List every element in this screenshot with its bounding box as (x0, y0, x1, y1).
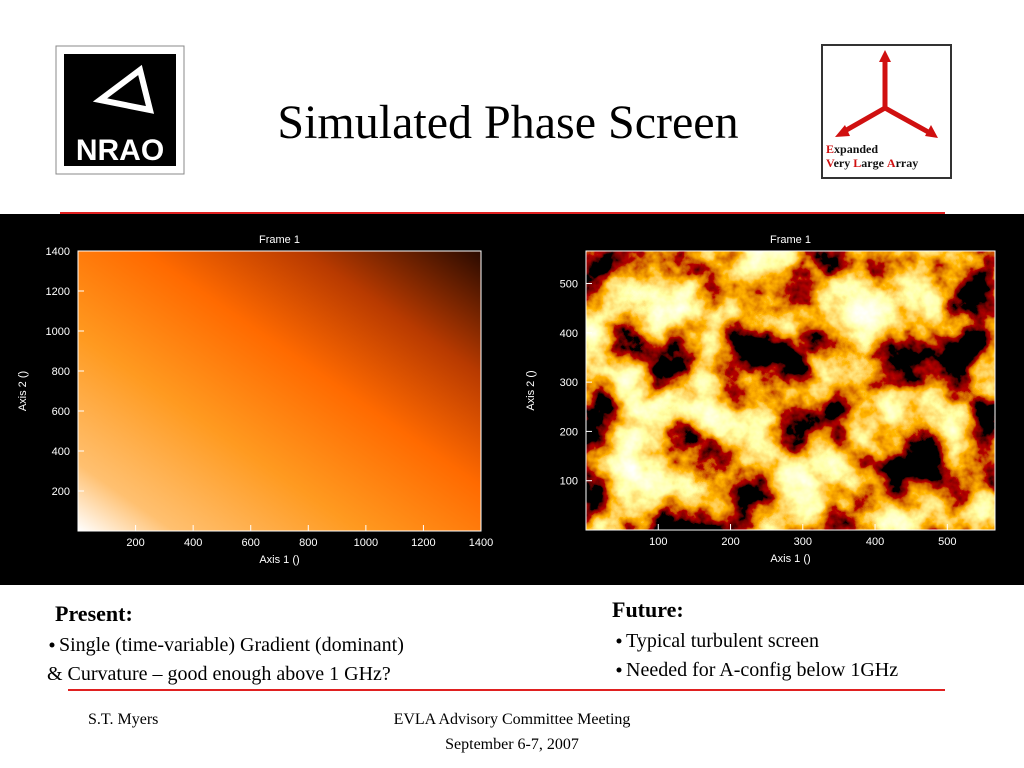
x-tick-label: 300 (794, 536, 812, 548)
evla-word: Expanded (826, 142, 879, 156)
turbulent-screen (586, 251, 995, 530)
y-tick-label: 500 (560, 279, 578, 291)
evla-line: Very Large Array (826, 156, 948, 170)
logo-box (64, 54, 176, 166)
y-tick-label: 1200 (46, 286, 70, 298)
y-tick-label: 400 (560, 328, 578, 340)
future-heading: Future: (612, 597, 684, 622)
y-tick-label: 1000 (46, 326, 70, 338)
plot-title: Frame 1 (770, 234, 811, 246)
bullet (616, 638, 622, 644)
present-heading: Present: (55, 601, 133, 626)
bullet (49, 642, 55, 648)
footer-event: EVLA Advisory Committee Meeting (394, 711, 631, 728)
evla-word: Array (886, 156, 919, 170)
evla-arrows (835, 50, 938, 138)
x-tick-label: 200 (126, 537, 144, 549)
plot-title: Frame 1 (259, 234, 300, 246)
y-tick-label: 300 (560, 377, 578, 389)
y-tick-label: 600 (52, 406, 70, 418)
future-item: Needed for A-config below 1GHz (626, 659, 898, 681)
y-tick-label: 200 (560, 426, 578, 438)
present-continuation: & Curvature – good enough above 1 GHz? (47, 663, 391, 685)
slide-title: Simulated Phase Screen (277, 96, 738, 149)
bullet (616, 667, 622, 673)
x-tick-label: 1000 (354, 537, 378, 549)
evla-line: Expanded (826, 142, 948, 156)
y-tick-label: 800 (52, 366, 70, 378)
logo-dish (92, 64, 155, 114)
x-tick-label: 100 (649, 536, 667, 548)
x-tick-label: 400 (184, 537, 202, 549)
y-axis-label: Axis 2 () (17, 371, 29, 411)
x-tick-label: 500 (938, 536, 956, 548)
evla-word: Large (853, 156, 884, 170)
footer-date: September 6-7, 2007 (445, 736, 579, 753)
future-item: Typical turbulent screen (626, 630, 819, 652)
footer-author: S.T. Myers (88, 711, 158, 728)
logo-text: NRAO (76, 134, 164, 167)
y-tick-label: 200 (52, 486, 70, 498)
x-axis-label: Axis 1 () (259, 554, 299, 566)
x-tick-label: 1400 (469, 537, 493, 549)
y-axis-label: Axis 2 () (525, 370, 537, 410)
x-tick-label: 1200 (411, 537, 435, 549)
plot-frame (77, 250, 482, 532)
present-item: Single (time-variable) Gradient (dominan… (59, 634, 404, 656)
y-tick-label: 100 (560, 476, 578, 488)
evla-word: Very (826, 156, 851, 170)
plot-frame (585, 250, 996, 531)
y-tick-label: 1400 (46, 246, 70, 258)
gradient-screen (78, 251, 481, 531)
x-tick-label: 400 (866, 536, 884, 548)
x-axis-label: Axis 1 () (770, 553, 810, 565)
x-tick-label: 800 (299, 537, 317, 549)
x-tick-label: 200 (721, 536, 739, 548)
y-tick-label: 400 (52, 446, 70, 458)
x-tick-label: 600 (242, 537, 260, 549)
evla-logo-text: Expanded Very Large Array (826, 142, 948, 170)
